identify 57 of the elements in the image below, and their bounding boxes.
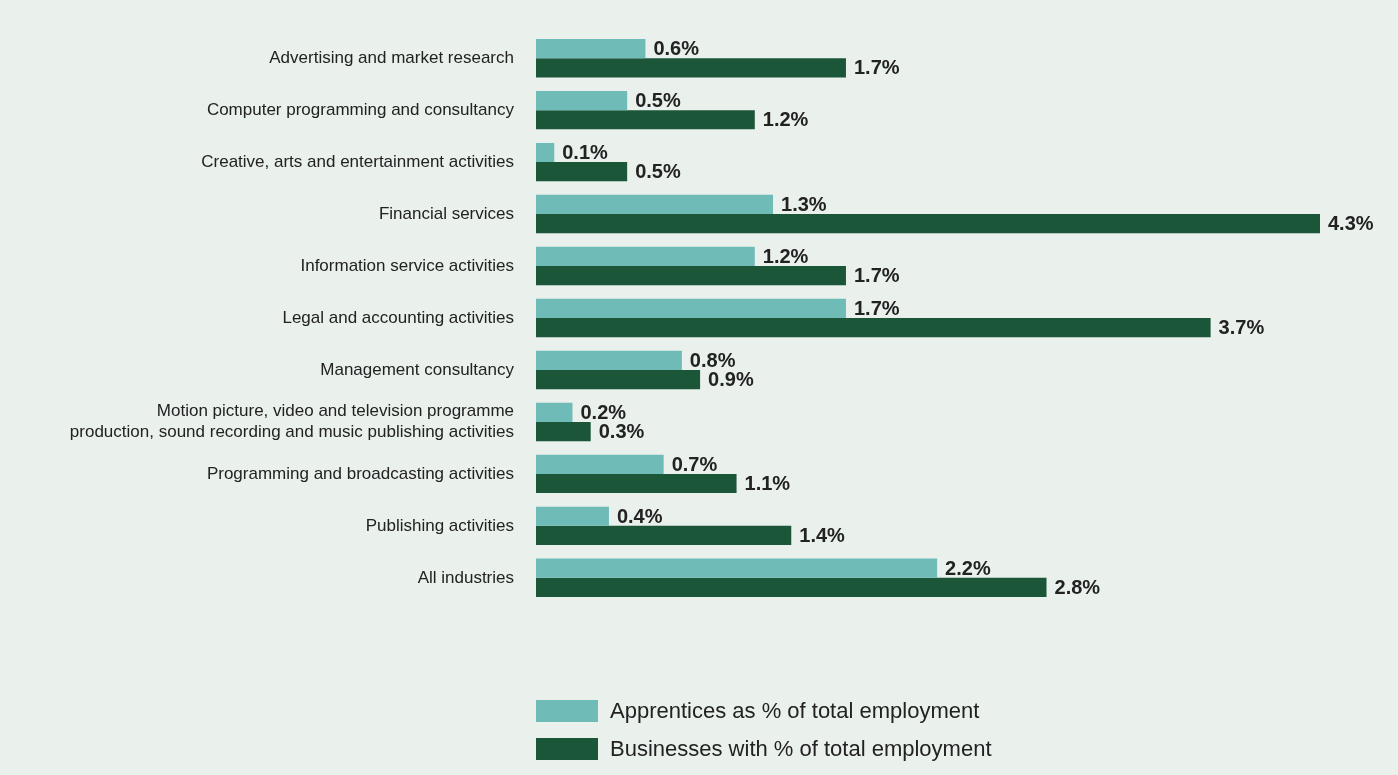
data-label: 0.1%: [562, 141, 609, 164]
data-label: 0.4%: [616, 504, 663, 527]
bar: [536, 38, 646, 59]
bar: [536, 318, 1211, 338]
bar: [536, 214, 1320, 234]
bar: [536, 402, 573, 422]
data-label: 1.7%: [853, 264, 900, 287]
y-tick-label: Computer programming and consultancy: [206, 99, 515, 119]
data-label: 4.3%: [1328, 212, 1374, 235]
y-tick-label: All industries: [417, 567, 514, 587]
bar: [536, 162, 628, 182]
bar: [536, 506, 609, 526]
y-tick-label: Legal and accounting activities: [282, 307, 514, 327]
bar: [536, 58, 846, 78]
bar: [536, 266, 846, 286]
bar: [536, 142, 555, 163]
data-label: 1.2%: [762, 244, 809, 267]
bar: [536, 298, 846, 318]
y-tick-label: Motion picture, video and television programme production, sound recording and music publishing activities: [69, 401, 514, 441]
bar: [536, 454, 664, 474]
y-tick-label: Programming and broadcasting activities: [206, 463, 514, 483]
data-label: 0.6%: [653, 37, 700, 60]
bar: [536, 194, 774, 215]
y-tick-label: Information service activities: [300, 255, 514, 275]
legend-label: Apprentices as % of total employment: [610, 698, 980, 724]
data-label: 0.8%: [689, 348, 736, 371]
data-label: 0.7%: [671, 452, 718, 475]
bar: [536, 558, 938, 578]
bar: [536, 525, 792, 546]
data-label: 0.5%: [635, 160, 681, 183]
data-label: 0.3%: [598, 420, 645, 443]
bar: [536, 577, 1047, 598]
y-tick-label: Advertising and market research: [269, 47, 514, 67]
y-tick-label: Publishing activities: [365, 515, 514, 535]
bar: [536, 350, 682, 370]
data-label: 1.7%: [853, 56, 900, 79]
legend-label: Businesses with % of total employment: [610, 736, 992, 762]
bar: [536, 369, 701, 390]
data-label: 2.8%: [1054, 575, 1101, 598]
data-label: 1.1%: [744, 472, 791, 495]
data-label: 1.7%: [853, 296, 900, 319]
data-label: 1.3%: [781, 192, 827, 215]
bar: [536, 473, 737, 494]
data-label: 2.2%: [945, 556, 991, 579]
y-tick-label: Financial services: [378, 203, 514, 223]
bar: [536, 90, 628, 111]
y-tick-label: Creative, arts and entertainment activities: [201, 151, 514, 171]
data-label: 0.5%: [635, 89, 681, 112]
data-label: 1.4%: [799, 523, 846, 546]
data-label: 0.9%: [708, 368, 754, 391]
data-label: 0.2%: [580, 400, 627, 423]
data-label: 1.2%: [762, 108, 809, 131]
data-label: 3.7%: [1218, 316, 1265, 339]
bar: [536, 421, 591, 442]
bar: [536, 246, 755, 267]
bar: [536, 110, 755, 130]
y-tick-label: Management consultancy: [320, 359, 515, 379]
